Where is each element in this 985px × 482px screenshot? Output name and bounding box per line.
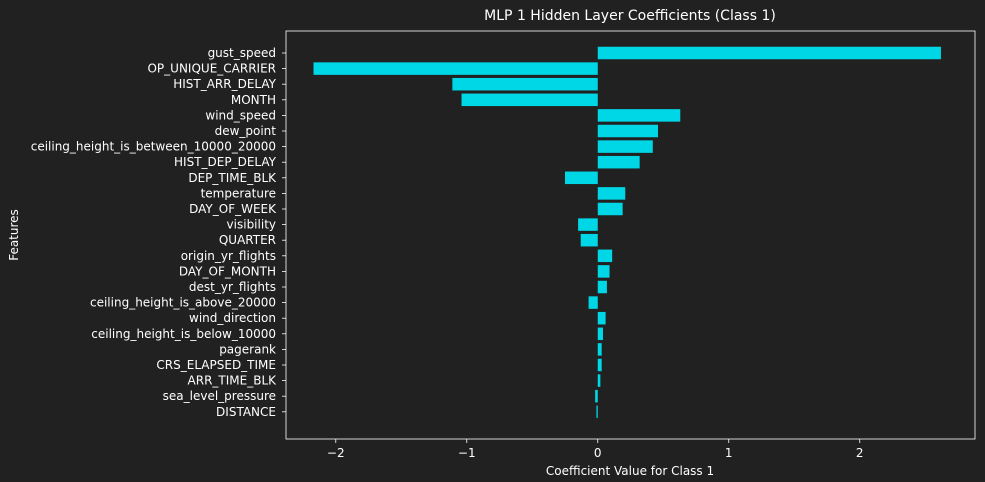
y-axis-label: Features	[7, 209, 21, 261]
y-tick-label: MONTH	[231, 93, 276, 107]
bar-MONTH	[461, 93, 598, 107]
bar-wind_speed	[597, 109, 681, 122]
y-tick-label: ARR_TIME_BLK	[188, 374, 278, 388]
y-tick-label: ceiling_height_is_above_20000	[90, 296, 276, 310]
bar-ceiling_height_is_below_10000	[597, 327, 603, 341]
bar-wind_direction	[597, 311, 606, 325]
bar-pagerank	[597, 343, 602, 356]
bar-gust_speed	[597, 46, 941, 60]
bar-HIST_DEP_DELAY	[597, 155, 640, 169]
bar-visibility	[578, 218, 598, 231]
bar-QUARTER	[580, 233, 598, 247]
y-tick-label: origin_yr_flights	[181, 249, 276, 263]
x-tick-label: 2	[856, 446, 864, 460]
bar-dew_point	[597, 124, 659, 138]
y-tick-label: wind_speed	[205, 108, 276, 122]
y-tick-label: DAY_OF_MONTH	[179, 264, 276, 278]
x-ticks-group: −2 −1 0 1 2	[327, 439, 864, 460]
y-tick-label: OP_UNIQUE_CARRIER	[147, 62, 276, 76]
y-tick-label: wind_direction	[189, 311, 276, 325]
bar-sea_level_pressure	[595, 389, 598, 403]
chart-title: MLP 1 Hidden Layer Coefficients (Class 1…	[484, 8, 776, 24]
x-tick-label: −1	[458, 446, 476, 460]
bar-temperature	[597, 187, 626, 200]
y-tick-label: sea_level_pressure	[163, 389, 276, 403]
bar-DEP_TIME_BLK	[565, 171, 598, 185]
bar-HIST_ARR_DELAY	[452, 77, 598, 91]
bars-group	[313, 46, 941, 419]
y-tick-label: ceiling_height_is_below_10000	[91, 327, 276, 341]
y-tick-label: CRS_ELAPSED_TIME	[156, 358, 276, 372]
y-tick-label: visibility	[227, 218, 276, 232]
y-tick-label: temperature	[201, 186, 276, 200]
y-tick-label: dest_yr_flights	[189, 280, 276, 294]
bar-dest_yr_flights	[597, 280, 607, 294]
bar-DAY_OF_MONTH	[597, 265, 610, 278]
x-tick-label: −2	[327, 446, 345, 460]
x-axis-label: Coefficient Value for Class 1	[546, 464, 714, 478]
bar-ceiling_height_is_above_20000	[588, 296, 598, 309]
bar-origin_yr_flights	[597, 249, 613, 263]
y-tick-label: DEP_TIME_BLK	[188, 171, 277, 185]
x-tick-label: 1	[725, 446, 733, 460]
bar-CRS_ELAPSED_TIME	[597, 358, 602, 372]
y-tick-label: DAY_OF_WEEK	[189, 202, 277, 216]
y-tick-label: DISTANCE	[216, 405, 276, 419]
y-tick-label: gust_speed	[208, 46, 276, 60]
plot-frame	[285, 30, 976, 440]
y-tick-label: HIST_DEP_DELAY	[174, 155, 277, 169]
y-tick-label: dew_point	[215, 124, 277, 138]
bar-DISTANCE	[596, 405, 598, 419]
y-ticks-group: gust_speed OP_UNIQUE_CARRIERHIST_ARR_DELA…	[31, 46, 286, 419]
y-tick-label: QUARTER	[219, 233, 276, 247]
y-tick-label: HIST_ARR_DELAY	[173, 77, 276, 91]
bar-ceiling_height_is_between_10000_20000	[597, 140, 653, 153]
y-tick-label: pagerank	[219, 342, 276, 356]
y-tick-label: ceiling_height_is_between_10000_20000	[31, 140, 276, 154]
bar-DAY_OF_WEEK	[597, 202, 623, 216]
bar-ARR_TIME_BLK	[597, 374, 601, 387]
x-tick-label: 0	[594, 446, 602, 460]
bar-OP_UNIQUE_CARRIER	[313, 62, 598, 75]
